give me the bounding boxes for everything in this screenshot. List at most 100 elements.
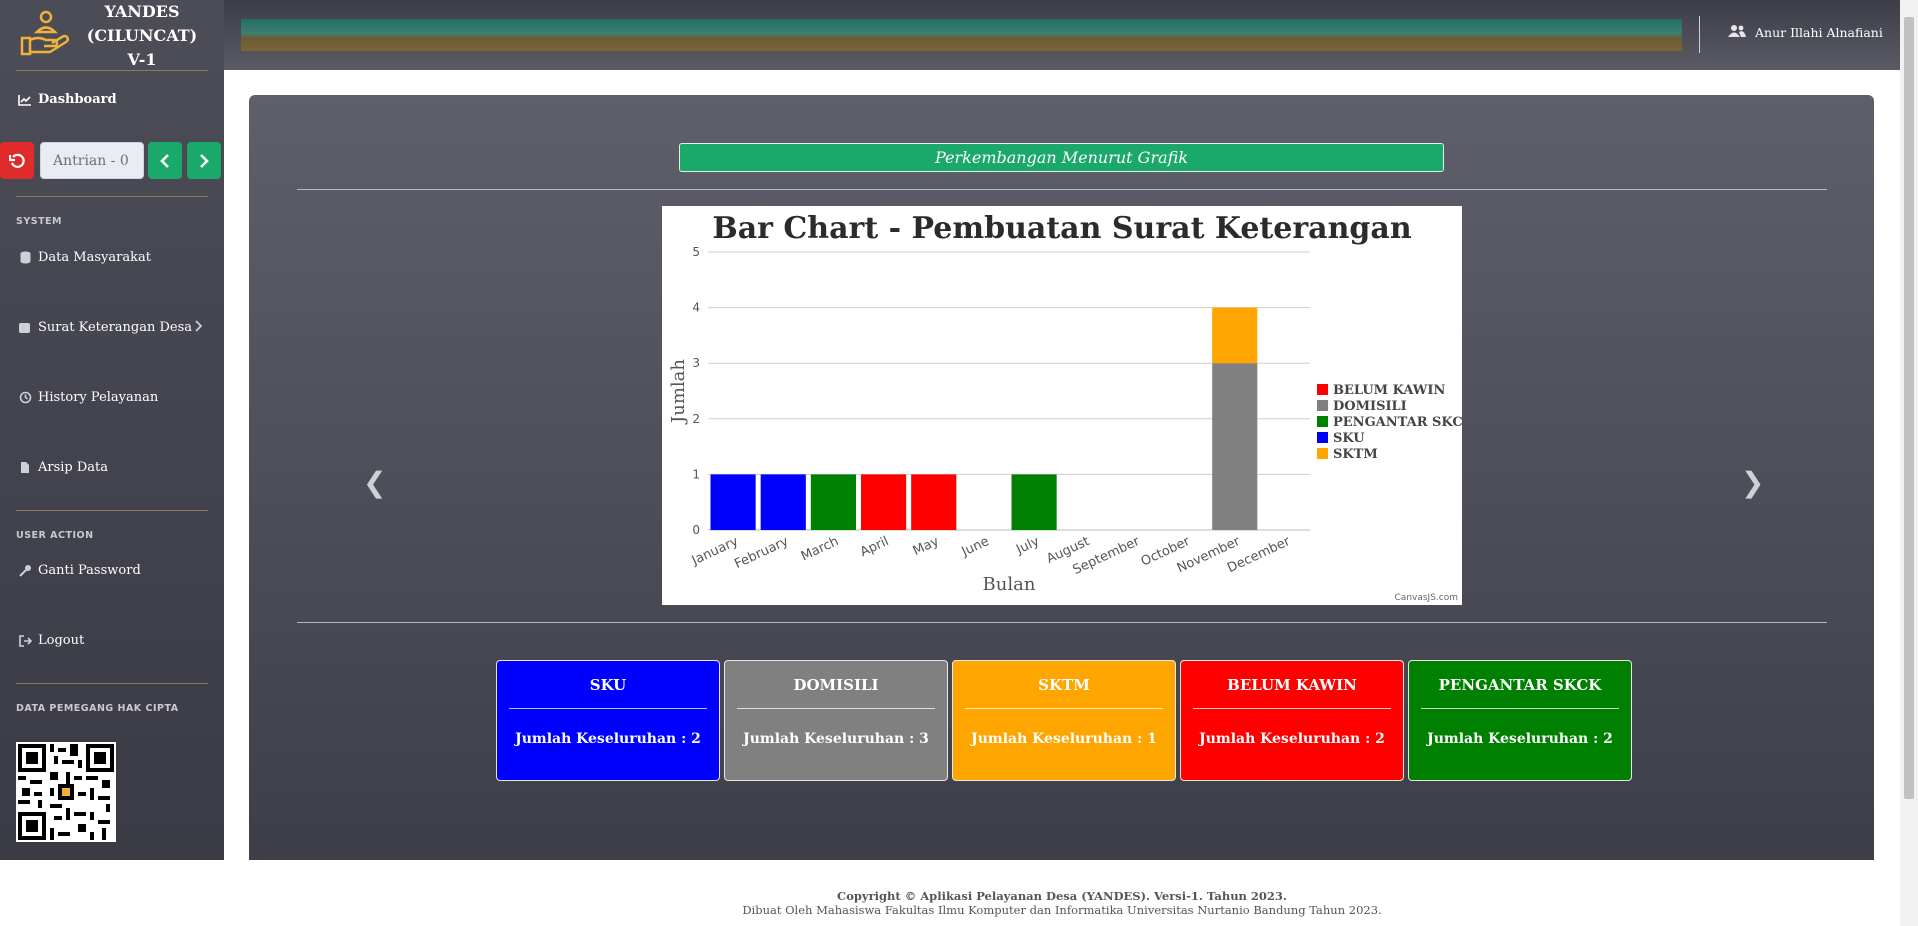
sidebar-item-arsip-data[interactable]: Arsip Data xyxy=(16,460,208,475)
bar xyxy=(1212,363,1258,530)
y-axis-label: Jumlah xyxy=(668,359,689,425)
divider xyxy=(737,708,935,709)
divider xyxy=(965,708,1163,709)
stat-card[interactable]: DOMISILI Jumlah Keseluruhan : 3 xyxy=(724,660,948,781)
x-tick-label: January xyxy=(689,534,741,569)
legend-swatch xyxy=(1317,432,1328,443)
queue-controls: Antrian - 0 xyxy=(0,142,224,180)
footer: Copyright © Aplikasi Pelayanan Desa (YAN… xyxy=(224,860,1900,926)
stat-card[interactable]: SKU Jumlah Keseluruhan : 2 xyxy=(496,660,720,781)
x-tick-label: July xyxy=(1013,534,1042,558)
chart-line-icon xyxy=(16,93,34,107)
divider xyxy=(1193,708,1391,709)
stat-card-title: BELUM KAWIN xyxy=(1227,676,1357,694)
legend-swatch xyxy=(1317,448,1328,459)
topbar: Anur Illahi Alnafiani xyxy=(224,0,1900,70)
bar xyxy=(710,474,756,530)
stat-card-total: Jumlah Keseluruhan : 2 xyxy=(1427,731,1613,747)
bar xyxy=(911,474,957,530)
next-queue-button[interactable] xyxy=(187,142,221,179)
legend-label: PENGANTAR SKCK xyxy=(1333,415,1462,430)
bar-chart-svg: Bar Chart - Pembuatan Surat Keterangan 0 1… xyxy=(668,211,1475,603)
sidebar-item-label: Ganti Password xyxy=(38,563,141,578)
chart-title: Bar Chart - Pembuatan Surat Keterangan xyxy=(712,211,1411,246)
divider xyxy=(16,196,208,197)
y-tick-label: 1 xyxy=(692,467,700,481)
x-axis-label: Bulan xyxy=(983,574,1036,595)
sidebar-item-history-pelayanan[interactable]: History Pelayanan xyxy=(16,390,208,405)
sidebar-item-label: Data Masyarakat xyxy=(38,250,151,265)
legend-swatch xyxy=(1317,416,1328,427)
stat-card-title: DOMISILI xyxy=(793,676,879,694)
divider xyxy=(297,189,1827,190)
legend-label: SKU xyxy=(1333,431,1365,446)
legend-swatch xyxy=(1317,384,1328,395)
sidebar-item-logout[interactable]: Logout xyxy=(16,633,208,648)
user-menu[interactable]: Anur Illahi Alnafiani xyxy=(1727,24,1883,41)
legend-label: BELUM KAWIN xyxy=(1333,383,1445,398)
x-tick-label: April xyxy=(858,534,891,560)
brand-line1: YANDES xyxy=(104,2,180,21)
y-tick-label: 3 xyxy=(692,356,700,370)
bar xyxy=(861,474,907,530)
footer-credit: Dibuat Oleh Mahasiswa Fakultas Ilmu Komp… xyxy=(742,903,1382,917)
reset-queue-button[interactable] xyxy=(0,142,34,179)
divider xyxy=(1699,16,1700,53)
page-scrollbar[interactable] xyxy=(1900,0,1918,926)
chevron-right-icon xyxy=(194,319,203,336)
scrollbar-thumb[interactable] xyxy=(1904,17,1914,799)
stat-card-title: SKTM xyxy=(1038,676,1090,694)
hand-holding-user-icon xyxy=(20,10,70,56)
bar xyxy=(1011,474,1057,530)
legend-label: DOMISILI xyxy=(1333,399,1407,414)
footer-copyright: Copyright © Aplikasi Pelayanan Desa (YAN… xyxy=(837,889,1287,903)
user-name: Anur Illahi Alnafiani xyxy=(1755,25,1883,40)
carousel-prev-button[interactable]: ❮ xyxy=(363,466,387,499)
sidebar-item-surat-keterangan-desa[interactable]: Surat Keterangan Desa xyxy=(16,319,208,336)
brand-name: YANDES (CILUNCAT) V-1 xyxy=(82,0,202,72)
sidebar-item-ganti-password[interactable]: Ganti Password xyxy=(16,563,208,578)
stat-card-title: SKU xyxy=(589,676,627,694)
scroll-icon xyxy=(16,321,34,335)
chevron-right-icon xyxy=(200,153,209,168)
sidebar-item-label: Surat Keterangan Desa xyxy=(38,320,193,335)
stat-card-total: Jumlah Keseluruhan : 2 xyxy=(1199,731,1385,747)
key-icon xyxy=(16,564,34,578)
chevron-left-icon xyxy=(160,153,169,168)
carousel-next-button[interactable]: ❯ xyxy=(1741,466,1765,499)
legend-label: SKTM xyxy=(1333,447,1378,462)
brand-line3: V-1 xyxy=(127,50,157,69)
stat-card[interactable]: BELUM KAWIN Jumlah Keseluruhan : 2 xyxy=(1180,660,1404,781)
stat-card-total: Jumlah Keseluruhan : 2 xyxy=(515,731,701,747)
y-tick-label: 0 xyxy=(692,523,700,537)
sidebar-item-data-masyarakat[interactable]: Data Masyarakat xyxy=(16,250,208,265)
prev-queue-button[interactable] xyxy=(148,142,182,179)
bar xyxy=(1212,307,1258,364)
sidebar-item-label: Arsip Data xyxy=(38,460,109,475)
x-tick-label: June xyxy=(959,534,992,560)
divider xyxy=(1421,708,1619,709)
brand[interactable]: YANDES (CILUNCAT) V-1 xyxy=(0,0,224,70)
sidebar-item-label: History Pelayanan xyxy=(38,390,159,405)
topbar-banner xyxy=(241,19,1682,51)
sidebar-item-label: Dashboard xyxy=(38,92,117,107)
stat-card[interactable]: SKTM Jumlah Keseluruhan : 1 xyxy=(952,660,1176,781)
chart-credit: CanvasJS.com xyxy=(1395,593,1458,603)
section-title-copyright: DATA PEMEGANG HAK CIPTA xyxy=(16,703,179,714)
y-tick-label: 5 xyxy=(692,245,700,259)
undo-icon xyxy=(9,153,25,168)
users-icon xyxy=(1727,24,1747,41)
bar xyxy=(810,474,856,530)
bar-chart: Bar Chart - Pembuatan Surat Keterangan 0 1… xyxy=(662,206,1475,605)
database-icon xyxy=(16,251,34,265)
section-title-system: SYSTEM xyxy=(16,216,62,227)
history-icon xyxy=(16,391,34,405)
queue-number-field[interactable]: Antrian - 0 xyxy=(40,142,144,179)
sidebar-item-label: Logout xyxy=(38,633,85,648)
x-tick-label: March xyxy=(799,534,841,564)
divider xyxy=(16,683,208,684)
sidebar-item-dashboard[interactable]: Dashboard xyxy=(16,92,208,107)
stat-card[interactable]: PENGANTAR SKCK Jumlah Keseluruhan : 2 xyxy=(1408,660,1632,781)
x-tick-label: May xyxy=(911,534,942,559)
divider xyxy=(297,622,1827,623)
